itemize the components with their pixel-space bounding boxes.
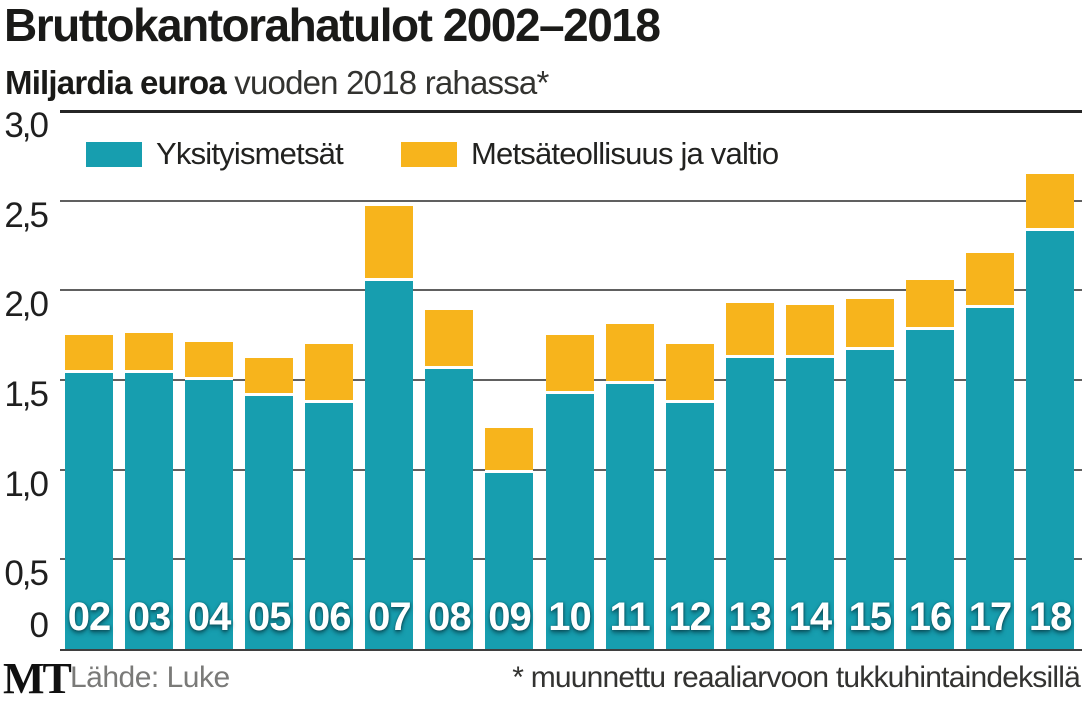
y-tick-label-3,0: 3,0 [4,106,49,145]
y-tick-label-2,0: 2,0 [4,285,49,325]
private-forests-segment-03 [125,372,174,649]
industry-state-segment-08 [425,310,474,370]
source-label: Lähde: Luke [70,661,230,694]
bar-group-09: 09 [485,428,534,649]
bar-year-label-05: 05 [247,595,292,639]
gridline-3,0 [60,110,1082,113]
bar-year-label-18: 18 [1028,595,1073,639]
industry-state-segment-03 [125,333,174,373]
industry-state-segment-11 [605,324,654,384]
private-forests-segment-05 [245,396,294,649]
bar-group-17: 17 [966,252,1015,649]
private-forests-segment-11 [605,383,654,649]
y-tick-label-2,5: 2,5 [4,195,49,235]
industry-state-segment-04 [185,342,234,380]
bar-year-label-07: 07 [368,595,412,639]
bar-year-label-16: 16 [908,595,953,639]
bar-group-07: 07 [365,206,414,649]
y-axis: 3,0 2,5 2,0 1,5 1,0 0,5 0 [0,0,49,702]
bar-group-04: 04 [185,342,234,649]
bar-year-label-11: 11 [609,595,650,639]
industry-state-segment-15 [845,299,894,350]
bar-group-16: 16 [905,279,954,649]
y-tick-label-0: 0 [29,606,49,645]
industry-state-segment-05 [245,358,294,397]
private-forests-segment-06 [305,403,354,649]
bar-group-18: 18 [1026,173,1075,649]
private-forests-segment-07 [365,281,414,649]
industry-state-segment-02 [65,335,113,373]
bar-group-12: 12 [665,344,714,649]
industry-state-segment-12 [665,344,714,404]
private-forests-segment-10 [545,394,594,649]
industry-state-segment-07 [365,206,414,282]
legend-item-private-forests: Yksityismetsät [86,136,344,172]
bar-year-label-02: 02 [67,595,112,639]
bar-year-label-04: 04 [187,595,232,639]
y-tick-label-0,5: 0,5 [4,554,49,594]
bar-year-label-08: 08 [428,595,472,639]
industry-state-segment-14 [785,304,834,359]
private-forests-segment-15 [845,349,894,649]
chart-subtitle-unit: Miljardia euroa [5,64,227,101]
bar-group-15: 15 [845,299,894,649]
legend-swatch-icon [401,141,457,167]
industry-state-segment-06 [305,344,354,404]
bar-group-10: 10 [545,335,594,649]
bar-year-label-10: 10 [548,595,592,639]
mt-logo: MT [3,654,72,703]
bar-group-13: 13 [725,302,774,649]
chart-legend: Yksityismetsät Metsäteollisuus ja valtio [0,136,1082,171]
private-forests-segment-18 [1026,231,1075,649]
industry-state-segment-09 [485,428,534,474]
bar-year-label-06: 06 [308,595,352,639]
private-forests-segment-04 [185,380,234,649]
private-forests-segment-02 [65,372,113,649]
legend-label: Metsäteollisuus ja valtio [471,136,779,171]
bar-group-11: 11 [605,324,654,649]
bar-group-08: 08 [425,310,474,649]
bar-year-label-14: 14 [788,595,833,639]
chart-title: Bruttokantorahatulot 2002–2018 [4,0,661,51]
bar-year-label-03: 03 [127,595,172,639]
bar-year-label-12: 12 [668,595,712,639]
legend-item-industry-state: Metsäteollisuus ja valtio [401,136,779,172]
gridline-2,5 [60,199,1082,202]
private-forests-segment-16 [905,329,954,649]
bar-group-02: 02 [65,335,113,649]
bar-year-label-13: 13 [728,595,773,639]
plot-area: 02 03 04 05 06 07 08 09 10 11 12 13 14 15 16 17 18 [60,110,1082,651]
chart-subtitle: Miljardia euroa vuoden 2018 rahassa* [5,64,549,102]
industry-state-segment-10 [545,335,594,395]
y-tick-label-1,0: 1,0 [4,464,49,504]
private-forests-segment-08 [425,369,474,649]
chart-subtitle-note: vuoden 2018 rahassa* [225,64,549,101]
legend-swatch-icon [86,141,142,167]
bar-year-label-09: 09 [488,595,532,639]
bar-year-label-17: 17 [968,595,1013,639]
legend-label: Yksityismetsät [156,136,344,171]
industry-state-segment-16 [905,279,954,330]
footnote-label: * muunnettu reaaliarvoon tukkuhintaindek… [512,661,1081,694]
bar-group-06: 06 [305,344,354,649]
private-forests-segment-09 [485,473,534,649]
industry-state-segment-18 [1026,173,1075,232]
gridline-2,0 [60,289,1082,292]
bar-group-05: 05 [245,358,294,649]
private-forests-segment-12 [665,403,714,649]
bar-year-label-15: 15 [848,595,893,639]
private-forests-segment-17 [966,308,1015,649]
industry-state-segment-13 [725,302,774,359]
industry-state-segment-17 [966,252,1015,309]
private-forests-segment-13 [725,358,774,649]
private-forests-segment-14 [785,358,834,649]
y-tick-label-1,5: 1,5 [4,375,49,414]
bar-group-03: 03 [125,333,174,649]
bar-group-14: 14 [785,304,834,649]
